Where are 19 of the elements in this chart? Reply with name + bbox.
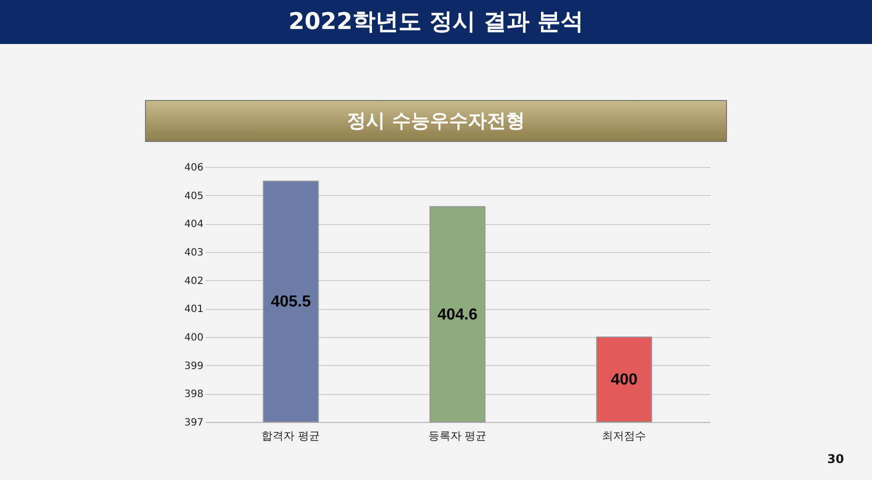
y-tick-label: 402 (184, 276, 204, 287)
chart-title: 2022학년도 정시 결과 분석 (0, 0, 872, 44)
y-tick-label: 401 (184, 304, 204, 316)
data-label: 404.6 (437, 306, 478, 324)
x-tick-label: 합격자 평균 (262, 430, 320, 442)
y-tick-label: 405 (184, 190, 204, 202)
y-tick-label: 404 (184, 219, 204, 230)
y-tick-label: 398 (184, 389, 204, 400)
y-tick-label: 397 (184, 418, 204, 428)
data-label: 405.5 (270, 294, 311, 311)
y-tick-label: 400 (184, 332, 204, 344)
text: 30 (827, 452, 844, 466)
chart-subtitle: 정시 수능우수자전형 (145, 100, 727, 142)
x-tick-label: 최저점수 (602, 430, 646, 442)
y-tick-label: 406 (184, 162, 204, 174)
x-tick-label: 등록자 평균 (428, 430, 487, 442)
data-label: 400 (610, 372, 638, 388)
y-tick-label: 403 (184, 248, 204, 258)
y-tick-label: 399 (184, 360, 204, 372)
